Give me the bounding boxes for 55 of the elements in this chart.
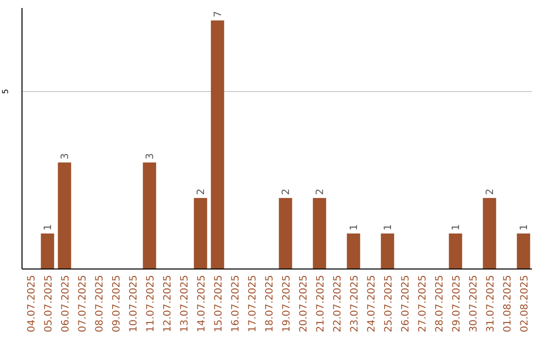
- x-tick-label: 01.08.2025: [502, 275, 514, 332]
- x-tick-label: 02.08.2025: [520, 275, 530, 332]
- data-label: 7: [213, 11, 224, 18]
- data-label: 2: [281, 188, 292, 195]
- bar: [448, 233, 462, 269]
- bar: [194, 198, 208, 269]
- x-tick-label: 06.07.2025: [60, 275, 72, 332]
- x-tick-label: 12.07.2025: [162, 275, 174, 332]
- x-tick-label: 30.07.2025: [468, 275, 480, 332]
- x-tick-label: 22.07.2025: [332, 275, 344, 332]
- bar: [210, 20, 224, 269]
- data-label: 1: [519, 224, 530, 230]
- x-tick-label: 25.07.2025: [384, 275, 394, 332]
- x-tick-label: 28.07.2025: [434, 275, 446, 332]
- bar: [40, 233, 54, 269]
- x-tick-label: 15.07.2025: [214, 275, 224, 332]
- x-tick-label: 31.07.2025: [486, 275, 496, 332]
- x-tick-label: 18.07.2025: [264, 275, 276, 332]
- bar: [482, 198, 496, 269]
- data-label: 2: [196, 188, 207, 195]
- data-label: 1: [43, 224, 54, 230]
- data-label: 3: [60, 153, 71, 160]
- data-label: 1: [451, 224, 462, 230]
- bar: [58, 162, 72, 269]
- x-tick-label: 21.07.2025: [316, 275, 326, 332]
- x-tick-label: 27.07.2025: [418, 275, 428, 332]
- bar: [346, 233, 360, 269]
- x-tick-label: 14.07.2025: [196, 275, 208, 332]
- x-tick-label: 17.07.2025: [248, 275, 258, 332]
- bar: [278, 198, 292, 269]
- x-tick-label: 10.07.2025: [128, 275, 140, 332]
- data-label: 3: [145, 153, 156, 160]
- x-tick-label: 29.07.2025: [452, 275, 462, 332]
- x-tick-label: 13.07.2025: [180, 275, 190, 332]
- bar: [380, 233, 394, 269]
- x-tick-label: 24.07.2025: [366, 275, 378, 332]
- data-label: 2: [485, 188, 496, 195]
- bar: [312, 198, 326, 269]
- x-tick-label: 20.07.2025: [298, 275, 310, 332]
- x-tick-label: 19.07.2025: [282, 275, 292, 332]
- x-tick-label: 09.07.2025: [112, 275, 122, 332]
- bar: [516, 233, 530, 269]
- x-tick-label: 05.07.2025: [44, 275, 54, 332]
- x-tick-label: 11.07.2025: [146, 275, 156, 332]
- data-label: 1: [383, 224, 394, 230]
- x-tick-label: 23.07.2025: [350, 275, 360, 332]
- x-tick-label: 16.07.2025: [230, 275, 242, 332]
- x-tick-label: 07.07.2025: [78, 275, 88, 332]
- x-tick-label: 26.07.2025: [400, 275, 412, 332]
- data-label: 2: [315, 188, 326, 195]
- x-tick-label: 04.07.2025: [26, 275, 38, 332]
- data-label: 1: [349, 224, 360, 230]
- x-tick-label: 08.07.2025: [94, 275, 106, 332]
- bar: [142, 162, 156, 269]
- y-tick-label: 5: [1, 88, 10, 94]
